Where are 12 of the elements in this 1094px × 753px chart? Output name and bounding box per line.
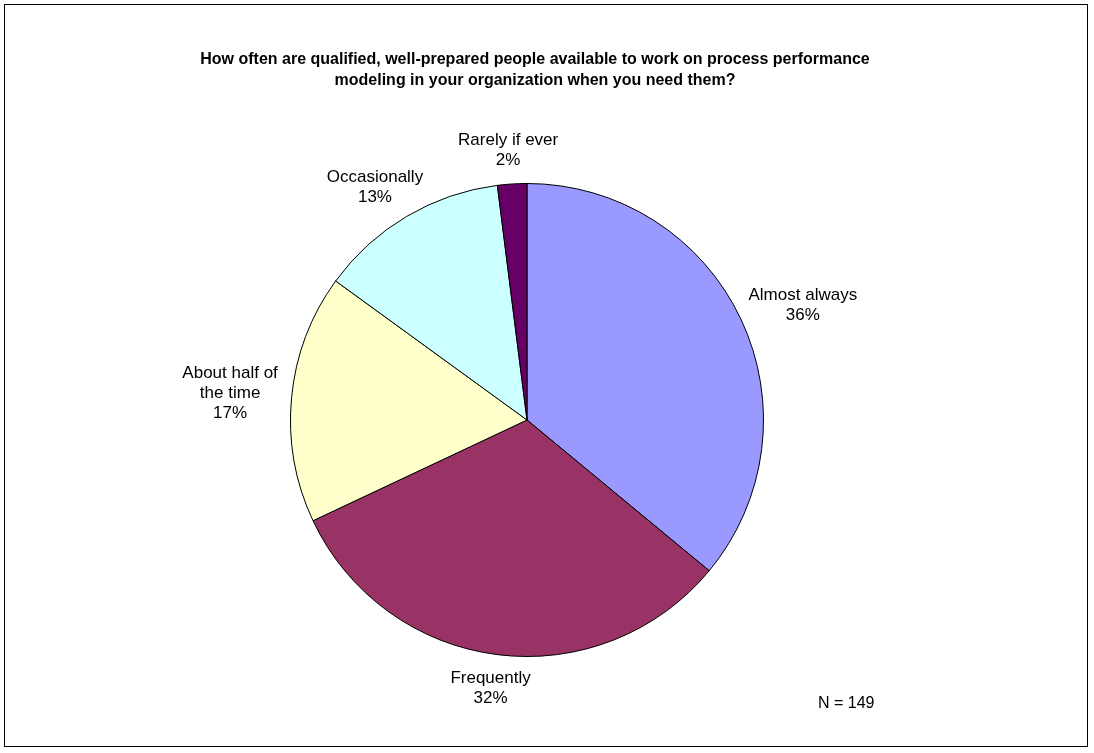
data-label: 36% bbox=[785, 304, 820, 324]
text: N = 149 bbox=[818, 694, 875, 712]
data-label: 32% bbox=[473, 688, 508, 708]
chart-title: How often are qualified, well-prepared people available to work on process performance modeling in your organization when you need them? bbox=[199, 49, 871, 90]
slice-label: Occasionally bbox=[326, 166, 424, 186]
slice-label: Frequently bbox=[450, 668, 532, 688]
data-label: 2% bbox=[495, 149, 521, 169]
slice-label: Rarely if ever bbox=[458, 129, 559, 149]
data-label: 13% bbox=[357, 186, 392, 206]
slice-label: Almost always bbox=[748, 284, 858, 304]
data-label: 17% bbox=[213, 403, 248, 423]
slice-label: About half of the time bbox=[182, 363, 279, 403]
